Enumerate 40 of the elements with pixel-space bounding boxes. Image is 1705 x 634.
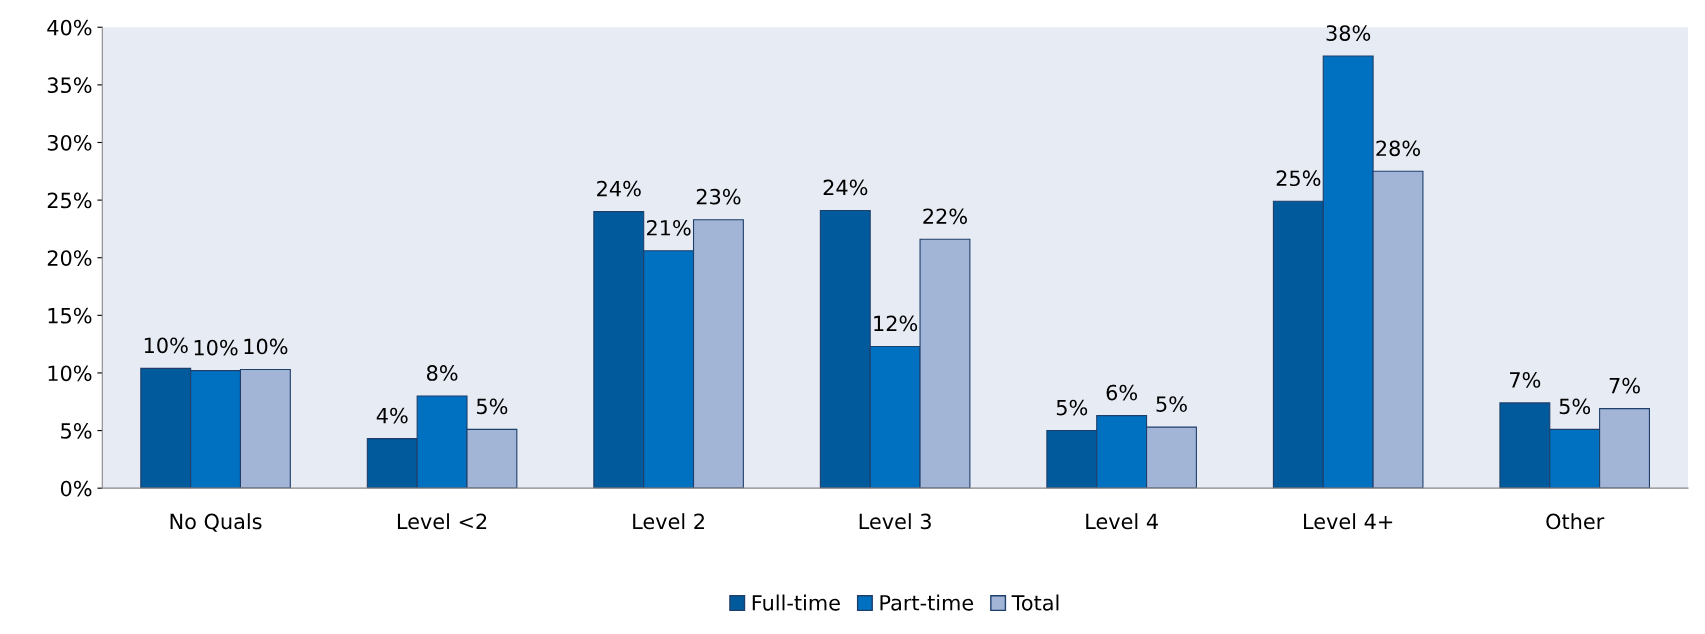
data-label: 5% xyxy=(1156,396,1187,412)
x-tick-label: Other xyxy=(1546,513,1605,530)
data-label: 10% xyxy=(144,337,188,354)
y-tick-label: 0% xyxy=(60,480,92,497)
data-label: 25% xyxy=(1276,170,1321,187)
y-tick-label: 5% xyxy=(61,423,92,439)
y-tick-label: 20% xyxy=(47,250,92,266)
data-label: 23% xyxy=(696,188,741,205)
data-label: 28% xyxy=(1376,140,1421,157)
x-tick-label: Level 3 xyxy=(859,513,931,530)
legend-label: Part-time xyxy=(880,594,974,611)
legend-label: Total xyxy=(1011,594,1059,611)
x-tick-label: No Quals xyxy=(170,513,262,532)
data-label: 7% xyxy=(1609,377,1640,394)
data-label: 10% xyxy=(194,339,238,356)
x-tick-label: Level 4 xyxy=(1086,513,1158,530)
data-label: 12% xyxy=(874,315,918,332)
y-tick-label: 10% xyxy=(48,365,92,382)
data-label: 10% xyxy=(244,338,288,355)
y-tick-label: 15% xyxy=(48,307,92,324)
legend-label: Full-time xyxy=(752,594,840,611)
data-label: 4% xyxy=(376,407,408,424)
y-tick-label: 35% xyxy=(47,77,92,94)
x-tick-label: Level <2 xyxy=(397,513,487,530)
y-tick-label: 25% xyxy=(47,192,92,209)
y-tick-label: 40% xyxy=(47,19,92,36)
data-label: 6% xyxy=(1106,384,1138,401)
data-label: 38% xyxy=(1326,25,1371,41)
data-label: 8% xyxy=(426,365,458,381)
data-label: 5% xyxy=(1559,398,1591,415)
data-label: 7% xyxy=(1510,372,1541,388)
data-label: 5% xyxy=(1056,399,1088,416)
data-label: 24% xyxy=(823,179,868,196)
data-label: 22% xyxy=(923,208,967,225)
data-label: 24% xyxy=(597,180,641,197)
data-label: 21% xyxy=(646,219,691,236)
y-tick-label: 30% xyxy=(47,134,92,151)
data-label: 5% xyxy=(477,398,508,415)
x-tick-label: Level 4+ xyxy=(1304,513,1393,530)
x-tick-label: Level 2 xyxy=(633,513,704,530)
